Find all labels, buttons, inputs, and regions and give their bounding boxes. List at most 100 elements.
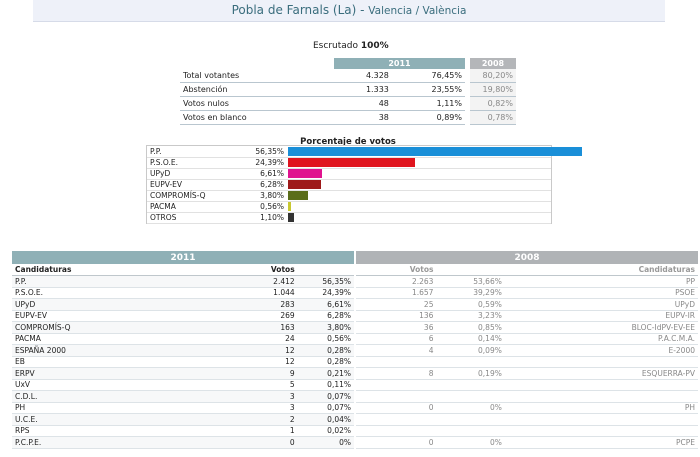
results-2011-row: RPS 1 0,02%	[12, 425, 354, 437]
candidatura-name: P.P.	[12, 275, 220, 288]
candidatura-votes-2008: 1.657	[356, 287, 437, 299]
candidatura-pct: 0,21%	[297, 367, 354, 380]
candidatura-votes-2008	[356, 425, 437, 437]
results-2011-row: UxV 5 0,11%	[12, 379, 354, 391]
candidatura-name-2008: BLOC-IdPV-EV-EE	[504, 321, 698, 334]
candidatura-votes: 2	[219, 413, 298, 426]
candidatura-votes: 3	[219, 390, 298, 403]
candidatura-name-2008: PCPE	[504, 436, 698, 449]
chart-bar	[288, 202, 291, 211]
candidatura-votes-2008	[356, 413, 437, 426]
candidatura-pct: 56,35%	[297, 275, 354, 288]
candidatura-votes: 9	[219, 367, 298, 380]
candidatura-votes-2008: 136	[356, 310, 437, 322]
col-candidaturas: Candidaturas	[12, 264, 220, 276]
candidatura-votes: 3	[219, 402, 298, 414]
candidatura-name-2008: PSOE	[504, 287, 698, 299]
chart-bar	[288, 191, 308, 200]
candidatura-pct-2008: 53,66%	[436, 275, 505, 288]
candidatura-name: UPyD	[12, 298, 220, 311]
results-2008-row: 1.657 39,29% PSOE	[356, 287, 698, 299]
results-2011-row: ESPAÑA 2000 12 0,28%	[12, 344, 354, 357]
candidatura-votes: 163	[219, 321, 298, 334]
summary-label: Abstención	[180, 82, 334, 97]
summary-row: Votos en blanco 38 0,89% 0,78%	[180, 110, 516, 125]
results-2011-row: EUPV-EV 269 6,28%	[12, 310, 354, 322]
results-2008-year: 2008	[356, 251, 698, 264]
candidatura-name-2008: PH	[504, 402, 698, 414]
candidatura-votes-2008	[356, 390, 437, 403]
candidatura-pct: 6,61%	[297, 298, 354, 311]
summary-votes: 4.328	[334, 69, 392, 83]
candidatura-pct: 0,02%	[297, 425, 354, 437]
candidatura-name: COMPROMÍS-Q	[12, 321, 220, 334]
candidatura-pct: 0,56%	[297, 333, 354, 345]
candidatura-name: PH	[12, 402, 220, 414]
chart-value-label: 6,61%	[260, 169, 284, 178]
results-2011-row: C.D.L. 3 0,07%	[12, 390, 354, 403]
results-2008-row: 136 3,23% EUPV-IR	[356, 310, 698, 322]
candidatura-votes: 24	[219, 333, 298, 345]
summary-year-2008: 2008	[470, 58, 516, 69]
summary-label: Votos nulos	[180, 96, 334, 111]
candidatura-name-2008	[504, 390, 698, 403]
candidatura-votes-2008: 4	[356, 344, 437, 357]
results-2011-column-header: Candidaturas Votos	[12, 264, 354, 276]
candidatura-pct-2008: 0,85%	[436, 321, 505, 334]
chart-category-label: COMPROMÍS-Q	[150, 191, 206, 200]
candidatura-votes-2008: 2.263	[356, 275, 437, 288]
chart-bar	[288, 158, 416, 167]
summary-prev-pct: 19,80%	[470, 82, 516, 97]
results-2008-row: 36 0,85% BLOC-IdPV-EV-EE	[356, 321, 698, 334]
chart-bar	[288, 180, 321, 189]
escrutado-text: Escrutado	[313, 41, 358, 51]
chart-row: P.P. 56,35%	[147, 146, 582, 158]
escrutado-label: Escrutado 100%	[313, 41, 389, 51]
candidatura-pct-2008	[436, 413, 505, 426]
results-2011-row: U.C.E. 2 0,04%	[12, 413, 354, 426]
candidatura-votes: 5	[219, 379, 298, 391]
chart-row: PACMA 0,56%	[147, 201, 551, 213]
candidatura-name-2008	[504, 379, 698, 391]
candidatura-name: UxV	[12, 379, 220, 391]
chart-category-label: UPyD	[150, 169, 171, 178]
candidatura-votes-2008	[356, 356, 437, 368]
candidatura-pct-2008: 0,14%	[436, 333, 505, 345]
chart-category-label: EUPV-EV	[150, 180, 183, 189]
candidatura-name-2008	[504, 425, 698, 437]
candidatura-name-2008: EUPV-IR	[504, 310, 698, 322]
chart-value-label: 24,39%	[255, 158, 284, 167]
summary-row: Total votantes 4.328 76,45% 80,20%	[180, 69, 516, 83]
chart-row: P.S.O.E. 24,39%	[147, 157, 551, 169]
results-2011-row: EB 12 0,28%	[12, 356, 354, 368]
candidatura-name-2008	[504, 356, 698, 368]
candidatura-votes-2008: 25	[356, 298, 437, 311]
summary-votes: 1.333	[334, 82, 392, 97]
candidatura-votes-2008: 0	[356, 402, 437, 414]
candidatura-name: U.C.E.	[12, 413, 220, 426]
summary-prev-pct: 0,78%	[470, 110, 516, 125]
candidatura-name: C.D.L.	[12, 390, 220, 403]
candidatura-votes: 283	[219, 298, 298, 311]
candidatura-votes-2008: 0	[356, 436, 437, 449]
candidatura-name: PACMA	[12, 333, 220, 345]
candidatura-pct-2008: 3,23%	[436, 310, 505, 322]
candidatura-name: P.C.P.E.	[12, 436, 220, 449]
candidatura-pct: 0,28%	[297, 344, 354, 357]
candidatura-name-2008: P.A.C.M.A.	[504, 333, 698, 345]
chart-value-label: 6,28%	[260, 180, 284, 189]
candidatura-pct: 6,28%	[297, 310, 354, 322]
candidatura-name: P.S.O.E.	[12, 287, 220, 299]
candidatura-pct-2008	[436, 379, 505, 391]
candidatura-votes-2008: 8	[356, 367, 437, 380]
summary-year-2011: 2011	[334, 58, 465, 69]
candidatura-name: RPS	[12, 425, 220, 437]
chart-value-label: 56,35%	[255, 147, 284, 156]
summary-votes: 48	[334, 96, 392, 111]
candidatura-pct: 0,04%	[297, 413, 354, 426]
candidatura-pct-2008	[436, 425, 505, 437]
candidatura-name: ESPAÑA 2000	[12, 344, 220, 357]
candidatura-pct-2008: 0,09%	[436, 344, 505, 357]
candidatura-pct-2008: 0,59%	[436, 298, 505, 311]
results-2008-row	[356, 379, 698, 391]
